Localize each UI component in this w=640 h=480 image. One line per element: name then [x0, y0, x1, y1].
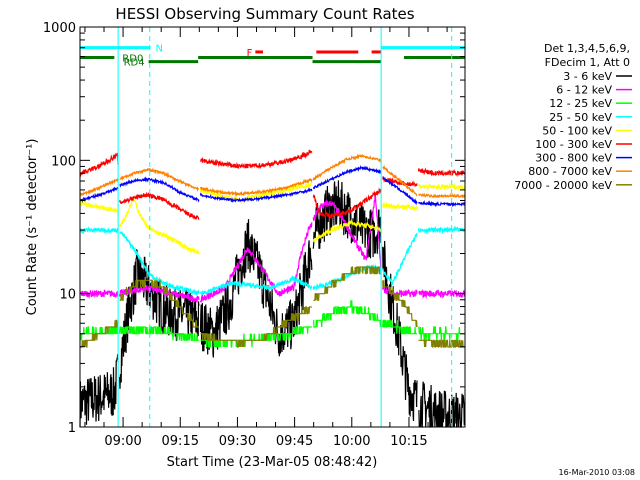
- series-line: [313, 300, 382, 328]
- legend-label: 800 - 7000 keV: [528, 165, 612, 178]
- x-tick-label: 10:15: [390, 434, 427, 449]
- series-line: [382, 164, 418, 197]
- series-line: [199, 274, 313, 296]
- series-line: [200, 306, 312, 348]
- y-tick-label: 1: [68, 421, 76, 436]
- series-line: [79, 289, 119, 300]
- series-line: [382, 232, 418, 287]
- series-line: [312, 164, 382, 190]
- legend: Det 1,3,4,5,6,9,FDecim 1, Att 03 - 6 keV…: [514, 42, 632, 192]
- series-line: [199, 219, 313, 358]
- series-line: [312, 180, 382, 259]
- series-line: [199, 181, 313, 204]
- y-tick-label: 100: [51, 154, 76, 169]
- series-line: [79, 353, 119, 428]
- series-line: [418, 381, 466, 428]
- flag-label-n: N: [156, 44, 163, 55]
- flag-vertical-lines: [117, 27, 453, 427]
- series-line: [382, 286, 418, 299]
- series-line: [119, 191, 200, 220]
- series-line: [382, 176, 418, 206]
- series-line: [418, 288, 466, 300]
- series-line: [199, 149, 313, 170]
- y-axis-label: Count Rate (s⁻¹ detector⁻¹): [25, 139, 40, 316]
- series-line: [418, 326, 465, 341]
- series-line: [119, 167, 200, 192]
- series-line: [312, 193, 382, 271]
- series-line: [79, 200, 119, 217]
- x-axis-label: Start Time (23-Mar-05 08:48:42): [167, 455, 378, 470]
- series-line: [119, 279, 199, 328]
- series-line: [417, 225, 466, 235]
- x-tick-label: 09:45: [276, 434, 313, 449]
- series-line: [417, 182, 466, 191]
- x-tick-label: 09:30: [219, 434, 256, 449]
- legend-header: FDecim 1, Att 0: [545, 56, 630, 69]
- flag-label-rd0: RD0: [122, 54, 143, 65]
- legend-label: 25 - 50 keV: [549, 111, 612, 124]
- footer-timestamp: 16-Mar-2010 03:08: [559, 468, 636, 477]
- y-axis: 1 10 100 1000: [43, 21, 465, 436]
- series-line: [382, 177, 418, 188]
- series-line: [312, 263, 382, 291]
- series-line: [79, 186, 119, 204]
- legend-label: 100 - 300 keV: [535, 138, 612, 151]
- series-line: [199, 177, 313, 197]
- series-line: [417, 199, 466, 208]
- flag-label-f: F: [247, 48, 253, 59]
- legend-label: 7000 - 20000 keV: [514, 179, 612, 192]
- series-line: [418, 192, 466, 199]
- series-line: [119, 176, 200, 203]
- data-series: [79, 149, 466, 428]
- series-line: [119, 248, 200, 389]
- x-tick-label: 10:00: [333, 434, 370, 449]
- y-tick-label: 1000: [43, 21, 76, 36]
- plot-frame: [79, 26, 466, 428]
- series-line: [417, 167, 466, 178]
- x-axis: 09:00 09:15 09:30 09:45 10:00 10:15: [84, 27, 448, 449]
- series-line: [418, 339, 465, 348]
- series-line: [382, 280, 418, 328]
- series-line: [382, 201, 418, 212]
- x-tick-label: 09:15: [162, 434, 199, 449]
- series-line: [312, 187, 382, 219]
- legend-label: 6 - 12 keV: [556, 84, 612, 97]
- y-tick-label: 10: [59, 288, 76, 303]
- series-line: [313, 266, 382, 301]
- series-line: [312, 219, 382, 244]
- series-line: [312, 153, 382, 181]
- series-line: [79, 177, 119, 197]
- legend-label: 300 - 800 keV: [535, 152, 612, 165]
- series-line: [119, 230, 200, 296]
- series-line: [199, 187, 313, 203]
- series-line: [79, 226, 119, 235]
- series-line: [79, 152, 119, 177]
- series-line: [119, 326, 199, 341]
- x-tick-label: 09:00: [104, 434, 141, 449]
- series-line: [80, 319, 119, 348]
- flag-label-rd4: RD4: [124, 58, 145, 69]
- series-line: [382, 319, 417, 335]
- chart-title: HESSI Observing Summary Count Rates: [115, 5, 414, 23]
- legend-header: Det 1,3,4,5,6,9,: [544, 42, 630, 55]
- series-line: [199, 222, 313, 303]
- legend-label: 3 - 6 keV: [563, 70, 612, 83]
- legend-label: 12 - 25 keV: [549, 97, 612, 110]
- legend-label: 50 - 100 keV: [542, 124, 612, 137]
